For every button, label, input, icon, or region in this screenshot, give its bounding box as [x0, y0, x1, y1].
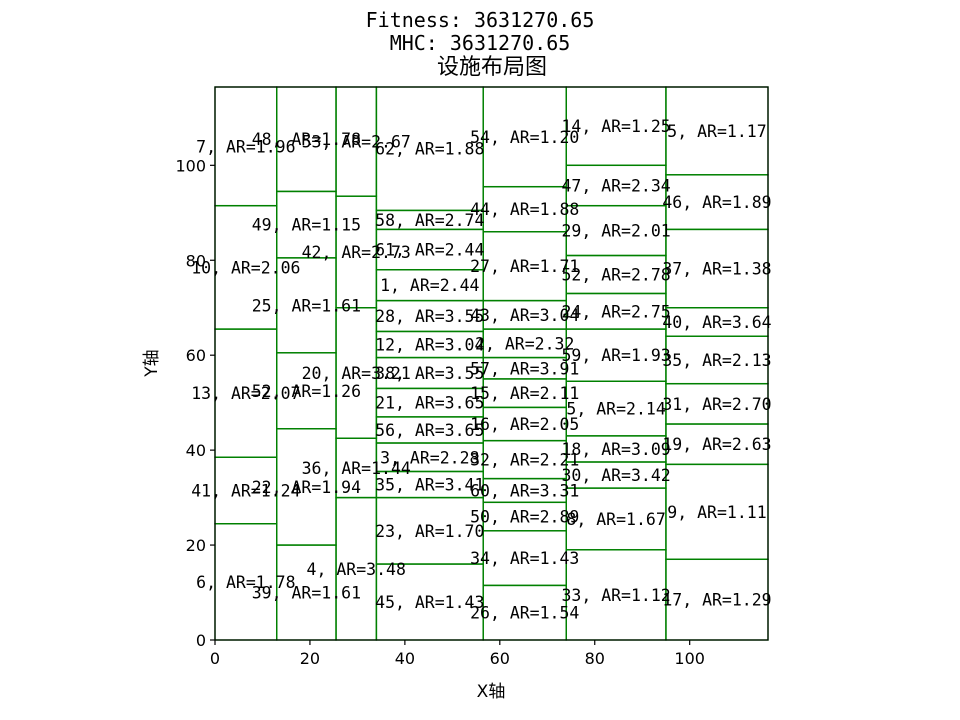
facility-label: 3, AR=2.28	[380, 448, 479, 467]
facility-label: 16, AR=2.05	[470, 415, 579, 434]
x-tick-label: 100	[674, 649, 705, 668]
x-tick-label: 0	[210, 649, 220, 668]
facility-label: 39, AR=1.61	[252, 584, 361, 603]
x-tick-label: 20	[300, 649, 320, 668]
facility-label: 62, AR=1.88	[375, 140, 484, 159]
facility-rects	[214, 86, 769, 641]
facility-label: 2, AR=2.32	[475, 334, 574, 353]
facility-label: 4, AR=3.48	[307, 560, 406, 579]
facility-label: 19, AR=2.63	[662, 435, 771, 454]
facility-label: 58, AR=2.74	[375, 211, 484, 230]
plot-area: 6, AR=1.78 41, AR=1.24 13, AR=2.07 10, AR=2…	[191, 86, 772, 641]
facility-label: 42, AR=2.73	[302, 243, 411, 262]
facility-label: 29, AR=2.01	[561, 222, 670, 241]
facility-label: 41, AR=1.24	[191, 481, 300, 500]
facility-label: 8, AR=1.67	[566, 510, 665, 529]
facility-label: 47, AR=2.34	[561, 177, 670, 196]
facility-label: 37, AR=1.38	[662, 260, 771, 279]
x-axis-label: X轴	[477, 682, 506, 702]
facility-label: 34, AR=1.43	[470, 549, 579, 568]
facility-label: 5, AR=1.17	[667, 122, 766, 141]
y-tick-label: 60	[186, 346, 206, 365]
facility-labels: 6, AR=1.78 41, AR=1.24 13, AR=2.07 10, AR=2…	[191, 117, 771, 623]
facility-label: 59, AR=1.93	[561, 346, 670, 365]
facility-label: 12, AR=3.04	[375, 336, 484, 355]
facility-label: 56, AR=3.65	[375, 421, 484, 440]
chart-title: 设施布局图	[437, 55, 547, 80]
facility-label: 54, AR=1.20	[470, 128, 579, 147]
facility-label: 46, AR=1.89	[662, 193, 771, 212]
y-tick-label: 100	[175, 156, 206, 175]
facility-label: 44, AR=1.88	[470, 200, 579, 219]
facility-label: 15, AR=2.11	[470, 384, 579, 403]
facility-label: 22, AR=1.94	[252, 478, 361, 497]
facility-label: 60, AR=3.31	[470, 481, 579, 500]
x-tick-label: 60	[490, 649, 510, 668]
y-tick-label: 80	[186, 251, 206, 270]
facility-label: 14, AR=1.25	[561, 117, 670, 136]
facility-label: 18, AR=3.09	[561, 440, 670, 459]
facility-label: 32, AR=2.21	[470, 451, 579, 470]
facility-label: 38, AR=3.55	[375, 364, 484, 383]
facility-label: 31, AR=2.70	[662, 395, 771, 414]
facility-label: 13, AR=2.07	[191, 384, 300, 403]
x-tick-label: 80	[585, 649, 605, 668]
y-tick-label: 40	[186, 441, 206, 460]
y-tick-label: 20	[186, 536, 206, 555]
facility-label: 52, AR=2.78	[561, 266, 670, 285]
facility-label: 36, AR=1.44	[302, 459, 411, 478]
facility-label: 21, AR=3.65	[375, 394, 484, 413]
fitness-title: Fitness: 3631270.65	[366, 8, 595, 32]
facility-label: 20, AR=3.21	[302, 364, 411, 383]
facility-label: 48, AR=1.78	[252, 130, 361, 149]
facility-label: 7, AR=1.96	[196, 137, 295, 156]
facility-label: 25, AR=1.61	[252, 296, 361, 315]
facility-label: 45, AR=1.43	[375, 593, 484, 612]
facility-label: 40, AR=3.64	[662, 313, 771, 332]
facility-label: 27, AR=1.71	[470, 257, 579, 276]
facility-label: 35, AR=3.41	[375, 476, 484, 495]
facility-label: 26, AR=1.54	[470, 604, 579, 623]
facility-label: 50, AR=2.89	[470, 508, 579, 527]
facility-label: 53, AR=2.67	[302, 133, 411, 152]
y-axis: 0 20 40 60 80 100	[175, 156, 215, 650]
x-tick-label: 40	[395, 649, 415, 668]
facility-label: 57, AR=3.91	[470, 359, 579, 378]
facility-label: 6, AR=1.78	[196, 573, 295, 592]
plot-frame	[214, 86, 769, 641]
facility-label: 28, AR=3.55	[375, 307, 484, 326]
facility-label: 43, AR=3.04	[470, 306, 579, 325]
facility-label: 33, AR=1.12	[561, 586, 670, 605]
facility-label: 5, AR=2.14	[566, 400, 665, 419]
facility-label: 24, AR=2.75	[561, 302, 670, 321]
facility-label: 9, AR=1.11	[667, 503, 766, 522]
y-tick-label: 0	[196, 631, 206, 650]
x-axis: 0 20 40 60 80 100	[210, 640, 705, 668]
facility-label: 30, AR=3.42	[561, 466, 670, 485]
facility-label: 1, AR=2.44	[380, 276, 479, 295]
facility-label: 61, AR=2.44	[375, 241, 484, 260]
facility-label: 10, AR=2.06	[191, 258, 300, 277]
facility-label: 35, AR=2.13	[662, 351, 771, 370]
facility-label: 49, AR=1.15	[252, 216, 361, 235]
facility-label: 23, AR=1.70	[375, 522, 484, 541]
mhc-title: MHC: 3631270.65	[390, 31, 571, 55]
y-axis-label: Y轴	[142, 349, 162, 377]
facility-label: 52, AR=1.26	[252, 382, 361, 401]
facility-label: 17, AR=1.29	[662, 591, 771, 610]
